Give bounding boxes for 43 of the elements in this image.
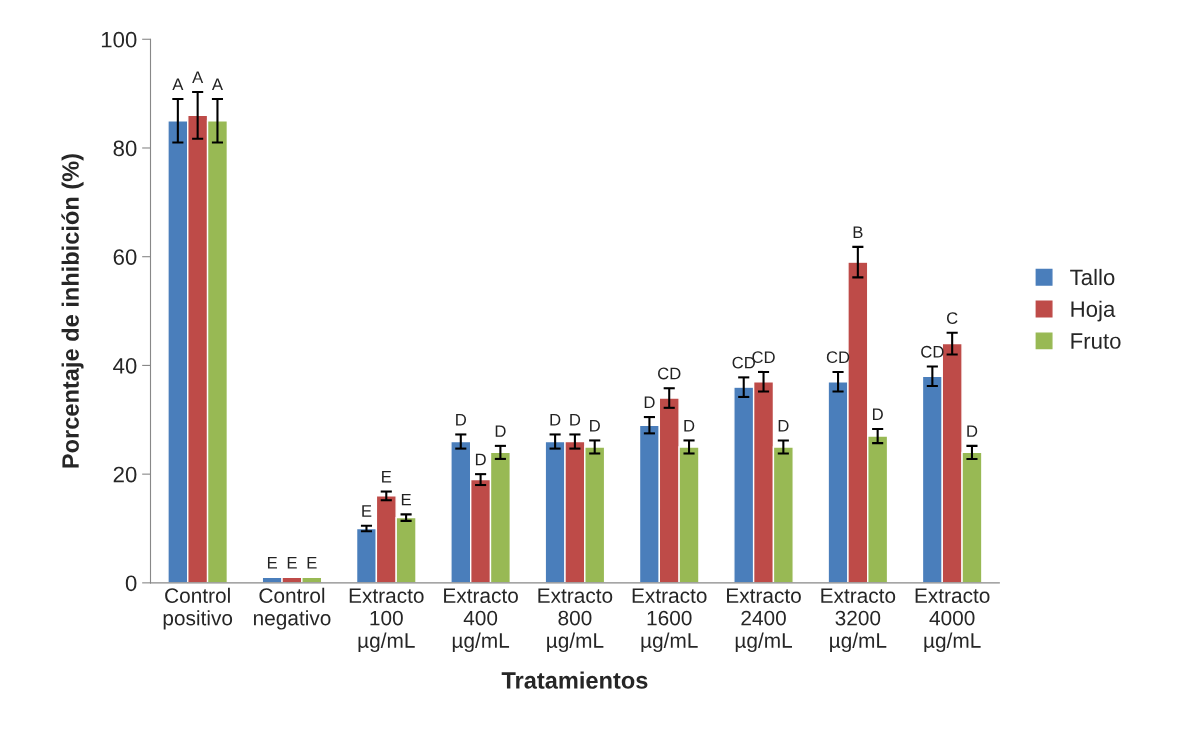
data-label: CD xyxy=(658,367,681,380)
x-tick-label: Extracto 400 µg/mL xyxy=(444,588,518,653)
legend-label: Fruto xyxy=(1071,333,1121,349)
x-tick-label: Control positivo xyxy=(163,587,233,630)
data-label: D xyxy=(475,453,486,466)
data-label: A xyxy=(211,78,223,91)
x-tick-label: Extracto 800 µg/mL xyxy=(538,588,613,653)
data-label: A xyxy=(192,71,204,83)
data-label: D xyxy=(495,425,506,437)
legend-label: Tallo xyxy=(1070,268,1115,286)
data-label: D xyxy=(644,396,655,409)
data-label: D xyxy=(570,413,581,426)
data-label: E xyxy=(307,556,317,569)
x-axis-title: Tratamientos xyxy=(501,671,648,689)
x-tick-label: Extracto 2400 µg/mL xyxy=(727,588,801,653)
data-label: D xyxy=(684,419,695,432)
y-tick-label: 80 xyxy=(113,140,137,157)
x-tick-label: Extracto 4000 µg/mL xyxy=(915,588,990,653)
y-tick-label: 100 xyxy=(101,31,137,48)
y-tick-label: 20 xyxy=(113,466,137,483)
y-tick-label: 60 xyxy=(113,249,137,265)
data-label: D xyxy=(967,425,978,437)
data-label: D xyxy=(456,413,467,426)
data-label: E xyxy=(362,505,372,517)
data-label: E xyxy=(382,471,392,483)
data-label: C xyxy=(946,312,958,324)
data-label: E xyxy=(287,556,297,569)
x-tick-label: Extracto 3200 µg/mL xyxy=(821,588,896,653)
data-label: A xyxy=(172,78,184,91)
data-label: D xyxy=(590,419,600,432)
data-label: D xyxy=(778,419,789,432)
x-tick-label: Control negativo xyxy=(253,587,331,630)
x-tick-label: Extracto 1600 µg/mL xyxy=(632,588,707,653)
data-label: D xyxy=(873,408,883,421)
legend-label: Hoja xyxy=(1071,300,1116,322)
y-tick-label: 0 xyxy=(125,575,137,592)
x-tick-label: Extracto 100 µg/mL xyxy=(349,588,424,653)
data-label: E xyxy=(401,493,411,506)
data-label: B xyxy=(853,226,863,238)
y-axis-title: Porcentaje de inhibición (%) xyxy=(61,154,84,468)
y-tick-label: 40 xyxy=(113,357,137,374)
data-label: D xyxy=(550,413,561,426)
data-label: E xyxy=(267,556,278,569)
